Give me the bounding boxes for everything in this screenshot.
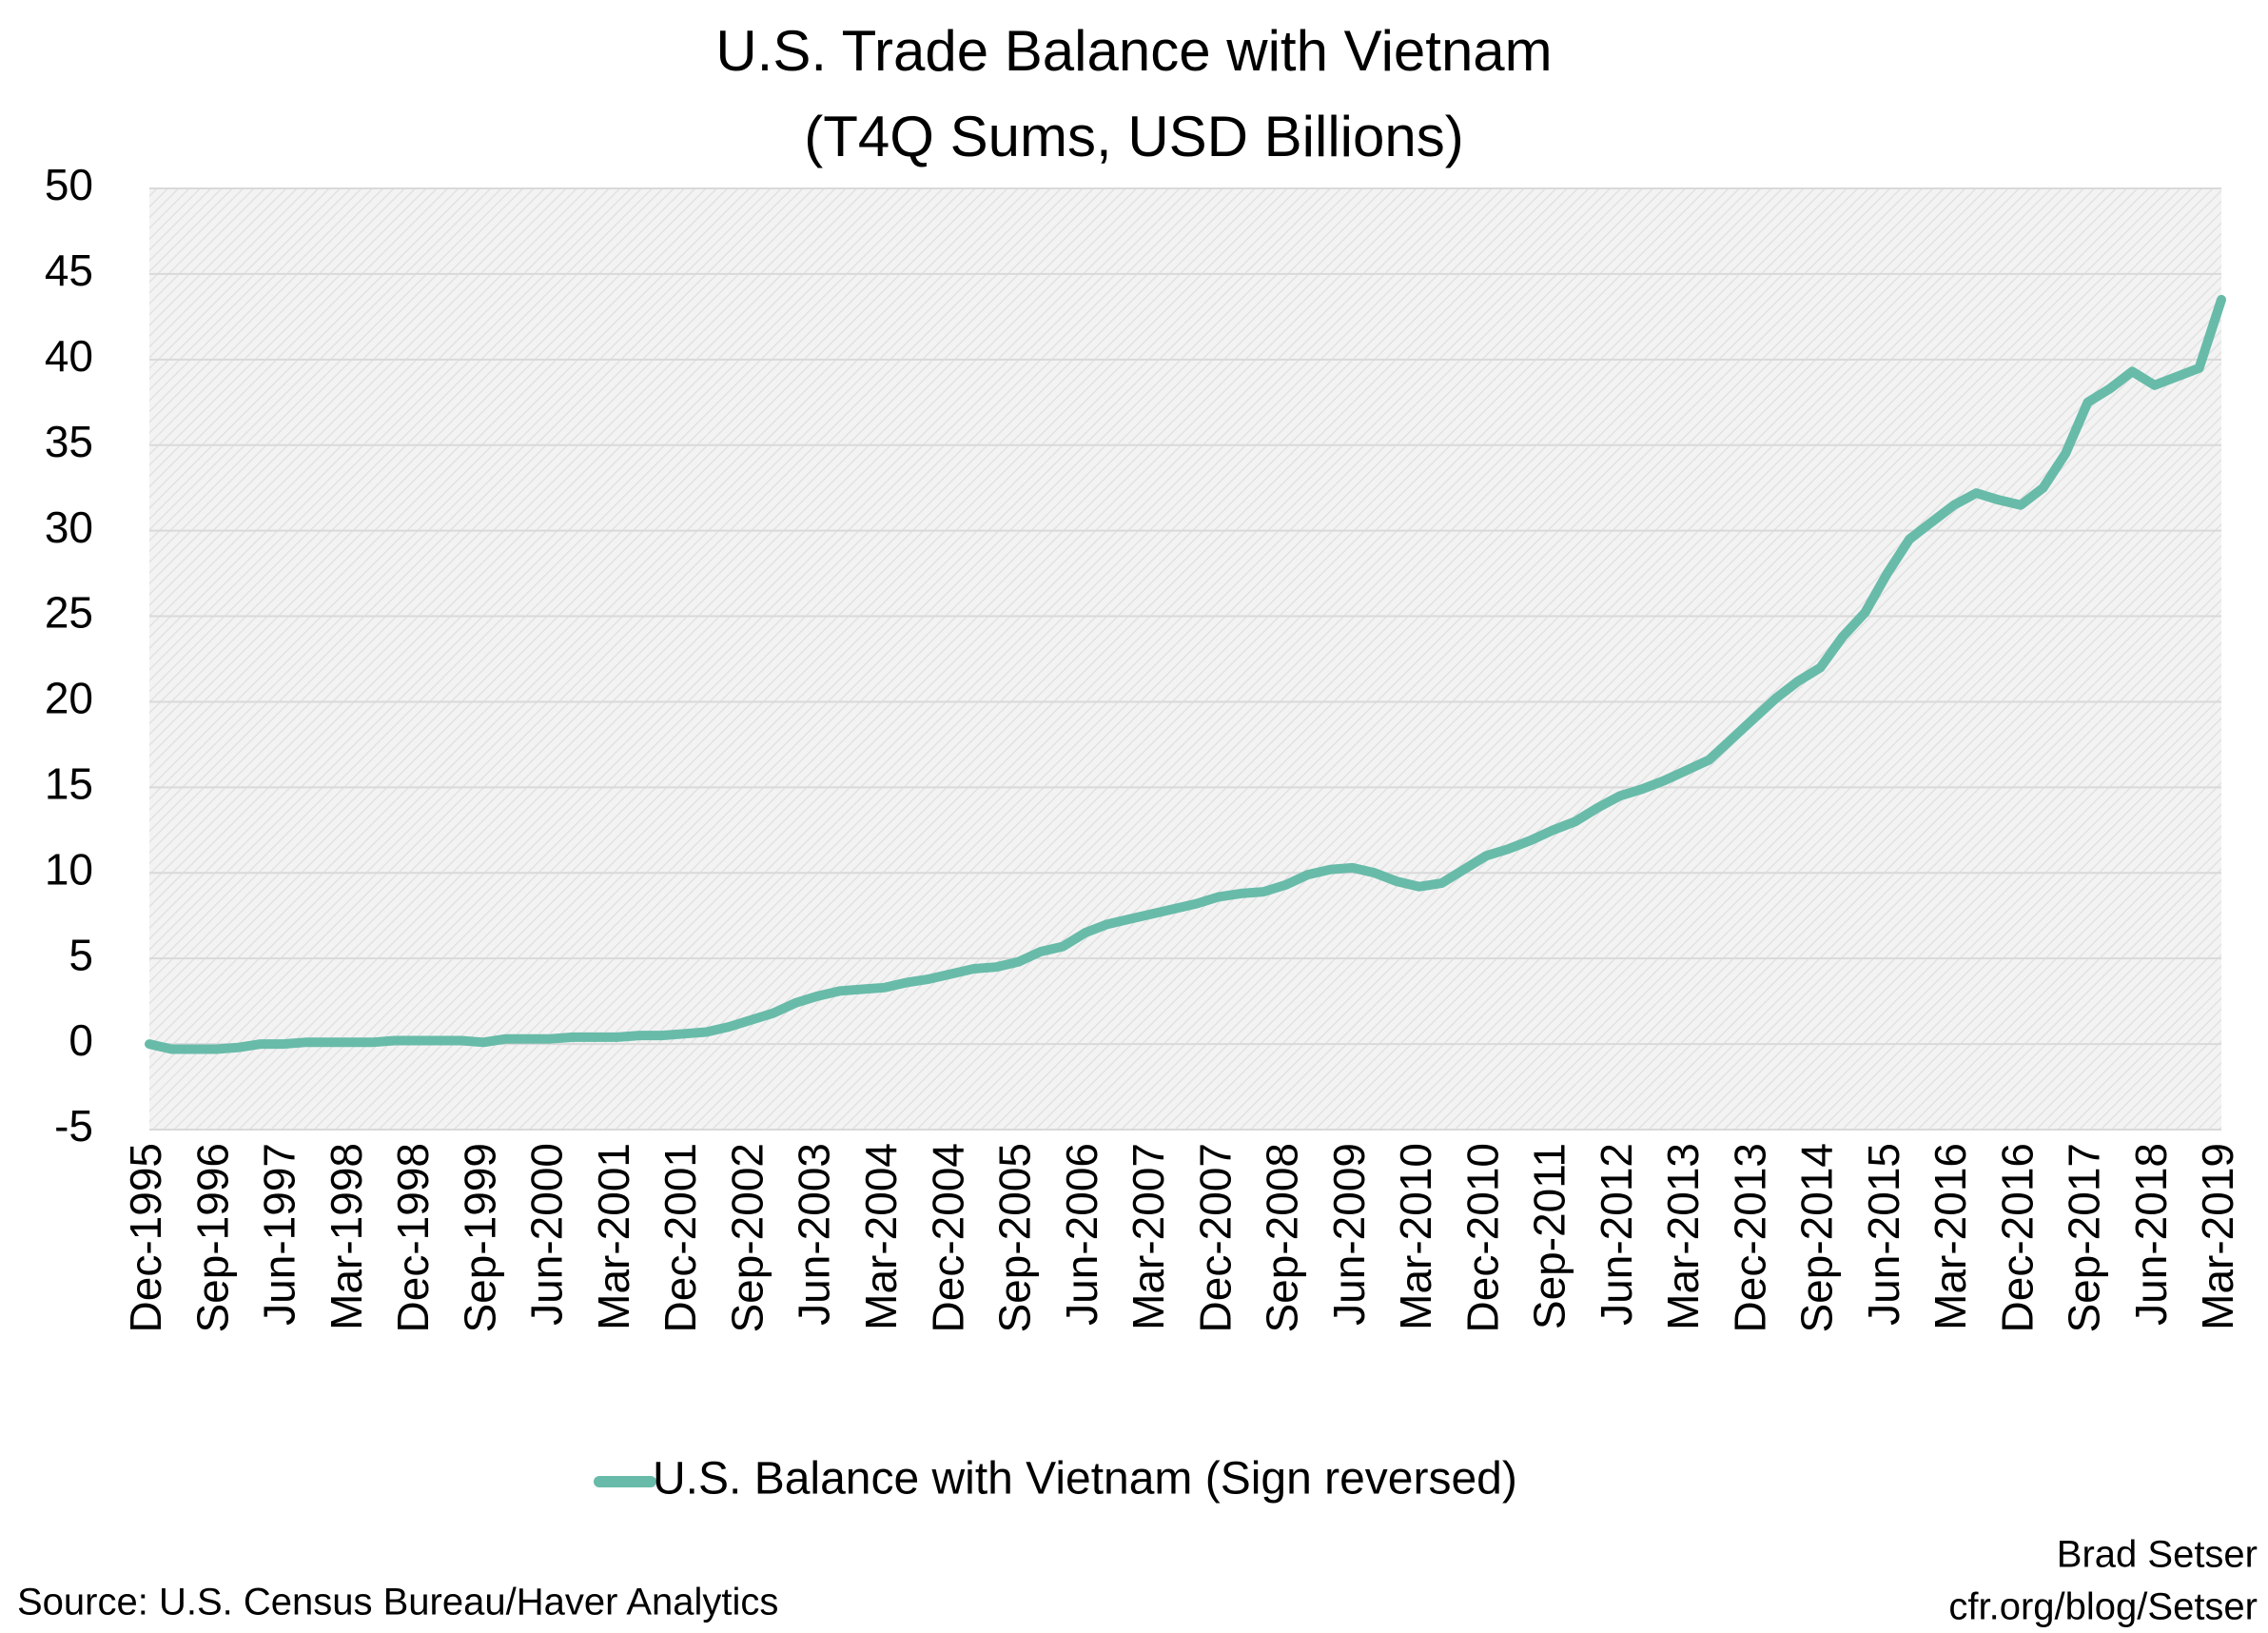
chart-subtitle: (T4Q Sums, USD Billions)	[804, 105, 1463, 168]
y-tick-label: 0	[68, 1015, 93, 1065]
x-tick-label: Jun-2012	[1592, 1143, 1641, 1326]
y-tick-label: 30	[45, 502, 93, 552]
x-tick-label: Jun-2009	[1324, 1143, 1374, 1326]
chart-title: U.S. Trade Balance with Vietnam	[715, 19, 1552, 83]
x-tick-label: Sep-1996	[187, 1143, 237, 1333]
x-tick-label: Dec-1998	[388, 1143, 438, 1332]
x-tick-label: Dec-2007	[1190, 1143, 1240, 1332]
credit: Brad Setser	[2057, 1534, 2258, 1576]
x-tick-label: Sep-2014	[1792, 1143, 1842, 1333]
x-tick-label: Sep-2008	[1258, 1143, 1307, 1333]
y-tick-label: 25	[45, 588, 93, 638]
y-tick-label: 20	[45, 674, 93, 723]
x-tick-label: Jun-2018	[2126, 1143, 2176, 1326]
y-tick-label: -5	[54, 1101, 93, 1151]
x-tick-label: Mar-2001	[589, 1143, 638, 1330]
x-tick-label: Mar-2013	[1658, 1143, 1708, 1330]
x-tick-label: Sep-2011	[1525, 1143, 1574, 1329]
x-tick-label: Jun-2003	[790, 1143, 839, 1326]
x-tick-label: Mar-2010	[1391, 1143, 1440, 1330]
source: Source: U.S. Census Bureau/Haver Analyti…	[17, 1582, 778, 1623]
y-tick-label: 10	[45, 844, 93, 894]
x-tick-label: Dec-2004	[923, 1143, 972, 1332]
x-tick-label: Jun-2006	[1057, 1143, 1106, 1326]
legend-label: U.S. Balance with Vietnam (Sign reversed…	[653, 1454, 1517, 1505]
x-tick-label: Mar-2016	[1926, 1143, 1975, 1330]
credit: cfr.org/blog/Setser	[1948, 1586, 2258, 1628]
x-tick-label: Jun-2000	[522, 1143, 572, 1326]
data-line	[145, 294, 2226, 1054]
x-tick-label: Dec-2010	[1457, 1143, 1507, 1332]
x-tick-label: Dec-2013	[1725, 1143, 1774, 1332]
x-tick-label: Mar-2007	[1124, 1143, 1173, 1330]
x-tick-label: Mar-2004	[856, 1143, 906, 1330]
x-tick-label: Dec-2001	[655, 1143, 705, 1332]
y-tick-label: 40	[45, 331, 93, 381]
x-tick-label: Sep-2002	[722, 1143, 772, 1333]
x-tick-label: Sep-2005	[990, 1143, 1040, 1333]
x-tick-label: Mar-1998	[322, 1143, 371, 1330]
y-tick-label: 45	[45, 246, 93, 295]
x-tick-label: Dec-2016	[1992, 1143, 2042, 1332]
plot-area	[149, 188, 2221, 1130]
y-tick-label: 35	[45, 417, 93, 466]
y-tick-label: 15	[45, 759, 93, 809]
x-tick-label: Jun-2015	[1859, 1143, 1908, 1326]
x-tick-label: Dec-1995	[121, 1143, 170, 1332]
x-tick-label: Mar-2019	[2193, 1143, 2242, 1330]
x-tick-label: Sep-1999	[455, 1143, 504, 1333]
x-tick-label: Sep-2017	[2060, 1143, 2109, 1333]
y-tick-label: 5	[68, 930, 93, 979]
y-tick-label: 50	[45, 160, 93, 209]
x-tick-label: Jun-1997	[255, 1143, 304, 1326]
